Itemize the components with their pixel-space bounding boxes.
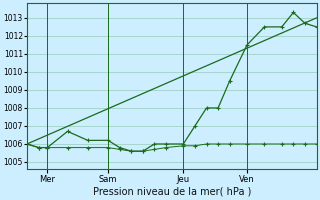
X-axis label: Pression niveau de la mer( hPa ): Pression niveau de la mer( hPa ) <box>92 187 251 197</box>
